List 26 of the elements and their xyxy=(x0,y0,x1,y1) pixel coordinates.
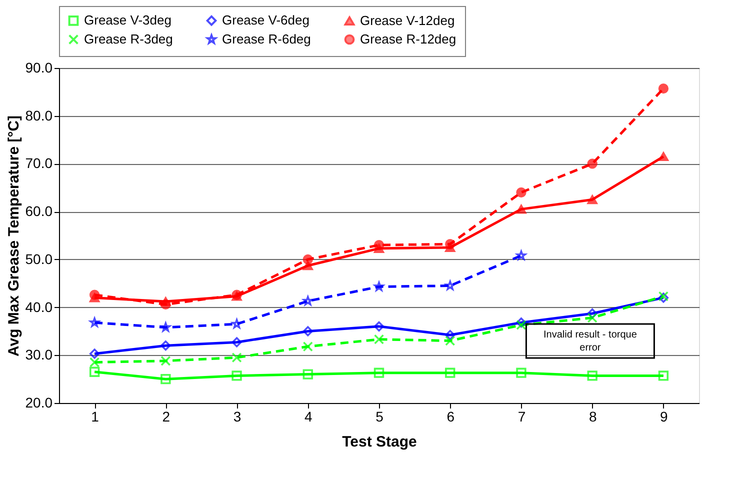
legend-label: Grease R-3deg xyxy=(84,32,173,46)
y-tick-label: 30.0 xyxy=(25,346,53,363)
x-tick-label: 5 xyxy=(376,408,384,424)
x-tick-label: 8 xyxy=(588,408,597,424)
legend-label: Grease R-6deg xyxy=(222,32,311,46)
x-tick-label: 3 xyxy=(233,408,242,424)
x-tick-label: 1 xyxy=(91,408,100,424)
y-tick-label: 20.0 xyxy=(25,394,53,410)
legend-label: Grease V-3deg xyxy=(84,12,172,28)
x-tick-label: 6 xyxy=(446,408,455,424)
legend-label: Grease V-6deg xyxy=(222,12,310,28)
legend-label: Grease R-12deg xyxy=(360,32,456,46)
y-tick-label: 40.0 xyxy=(25,298,53,315)
x-tick-label: 7 xyxy=(518,408,526,424)
x-tick-label: 4 xyxy=(304,408,312,424)
y-axis-title: Avg Max Grease Temperature [°C] xyxy=(5,115,22,357)
x-tick-label: 2 xyxy=(162,408,170,424)
y-tick-label: 50.0 xyxy=(25,250,53,267)
y-tick-label: 90.0 xyxy=(25,60,53,76)
y-tick-label: 70.0 xyxy=(25,155,53,172)
legend-label: Grease V-12deg xyxy=(360,12,455,28)
y-tick-label: 60.0 xyxy=(25,203,53,220)
y-tick-label: 80.0 xyxy=(25,107,53,124)
x-axis-title: Test Stage xyxy=(342,434,417,450)
annotation: Invalid result - torque error xyxy=(544,330,638,354)
x-tick-label: 9 xyxy=(660,408,668,424)
